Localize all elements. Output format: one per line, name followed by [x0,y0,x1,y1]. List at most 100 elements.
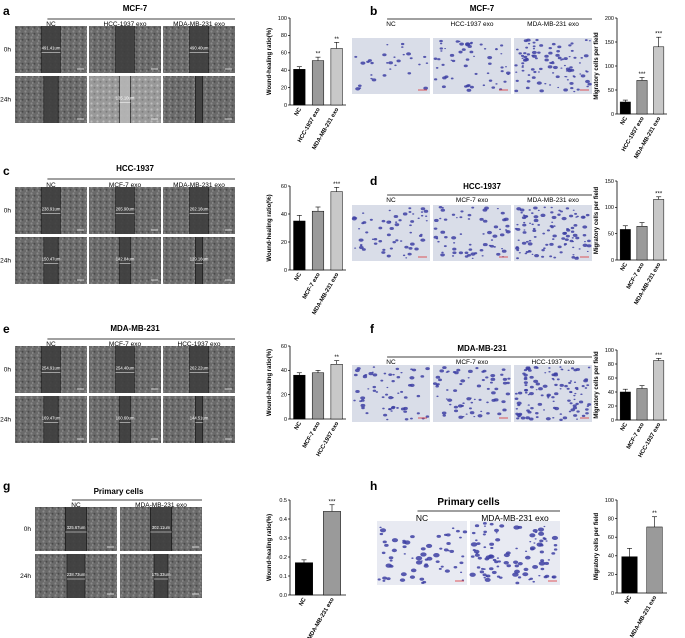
migrated-cell [489,381,493,384]
migrated-cell [433,78,438,81]
column-label: HCC-1937 exo [451,21,494,28]
y-tick-label: 150 [605,179,614,185]
migrated-cell [565,234,570,238]
panel-title: Primary cells [94,487,144,496]
migrated-cell [552,234,557,238]
column-label: MDA-MB-231 exo [481,513,549,523]
migrated-cell [389,227,394,230]
migrated-cell [563,242,568,246]
significance-mark: ** [334,355,339,361]
bar [295,562,313,596]
migrated-cell [418,234,423,237]
panel-letter: d [370,174,377,188]
migrated-cell [525,57,529,60]
migrated-cell [414,247,419,251]
migrated-cell [550,211,554,214]
migrated-cell [520,54,525,57]
y-tick-label: 0 [611,418,614,424]
migrated-cell [528,209,531,211]
migrated-cell [437,240,440,243]
migrated-cell [524,388,529,392]
migrated-cell [571,240,574,243]
migrated-cell [523,55,528,59]
panel-letter: b [370,4,377,18]
migrated-cell [466,397,472,401]
migrated-cell [548,47,552,50]
wound-gap [195,237,203,284]
migrated-cell [377,578,381,581]
migrated-cell [439,42,443,45]
migrated-cell [482,533,486,536]
migrated-cell [559,413,563,415]
migrated-cell [359,244,363,246]
migrated-cell [525,215,529,218]
migrated-cell [530,68,535,71]
migrated-cell [485,574,491,578]
migrated-cell [440,208,446,212]
migrated-cell [529,222,532,224]
column-label: NC [46,182,56,189]
migrated-cell [535,389,538,391]
y-axis-label: Wound-healing ratio(%) [267,28,273,95]
migrated-cell [561,58,565,61]
migrated-cell [501,368,506,371]
migrated-cell [583,54,589,58]
migrated-cell [490,377,496,381]
migrated-cell [557,213,561,216]
measure-label: 265.90um [116,207,135,212]
migrated-cell [486,412,490,415]
migrated-cell [514,89,519,93]
bar [293,69,306,106]
migrated-cell [479,43,483,46]
column-label: NC [386,197,396,204]
migrated-cell [546,229,551,232]
x-tick-label: NC [620,115,630,126]
migrated-cell [396,406,399,409]
migrated-cell [537,402,543,406]
migrated-cell [560,368,564,371]
y-axis-label: Migratory cells per field [594,32,600,100]
migrated-cell [547,559,551,561]
migration-image [352,205,430,261]
migrated-cell [531,76,536,79]
migrated-cell [464,255,469,258]
measure-label: 175.33um [152,572,171,577]
migrated-cell [503,560,509,565]
migrated-cell [370,61,374,65]
migrated-cell [467,377,470,379]
migrated-cell [572,254,575,256]
migrated-cell [556,49,561,53]
migrated-cell [586,384,590,387]
migrated-cell [569,68,575,72]
wound-gap [195,76,203,123]
migrated-cell [386,61,389,64]
migrated-cell [548,84,552,86]
migrated-cell [560,210,563,213]
migrated-cell [396,376,401,379]
migrated-cell [444,569,450,573]
migrated-cell [437,58,441,61]
migrated-cell [449,53,455,57]
migrated-cell [539,89,544,93]
migrated-cell [572,246,575,249]
migrated-cell [459,216,463,219]
migrated-cell [388,61,393,65]
migrated-cell [402,545,407,549]
migrated-cell [388,395,394,400]
migrated-cell [460,210,464,213]
migrated-cell [375,391,379,393]
migrated-cell [540,213,546,218]
migrated-cell [516,249,520,252]
migrated-cell [465,413,468,415]
migrated-cell [468,407,472,410]
y-tick-label: 0 [611,258,614,264]
migrated-cell [482,573,487,577]
migrated-cell [402,212,408,216]
y-tick-label: 0.0 [279,593,287,599]
migrated-cell [445,398,448,400]
column-label: MDA-MB-231 exo [135,502,187,509]
migrated-cell [496,565,500,568]
migrated-cell [398,219,402,222]
migrated-cell [494,528,500,533]
migrated-cell [576,418,578,420]
